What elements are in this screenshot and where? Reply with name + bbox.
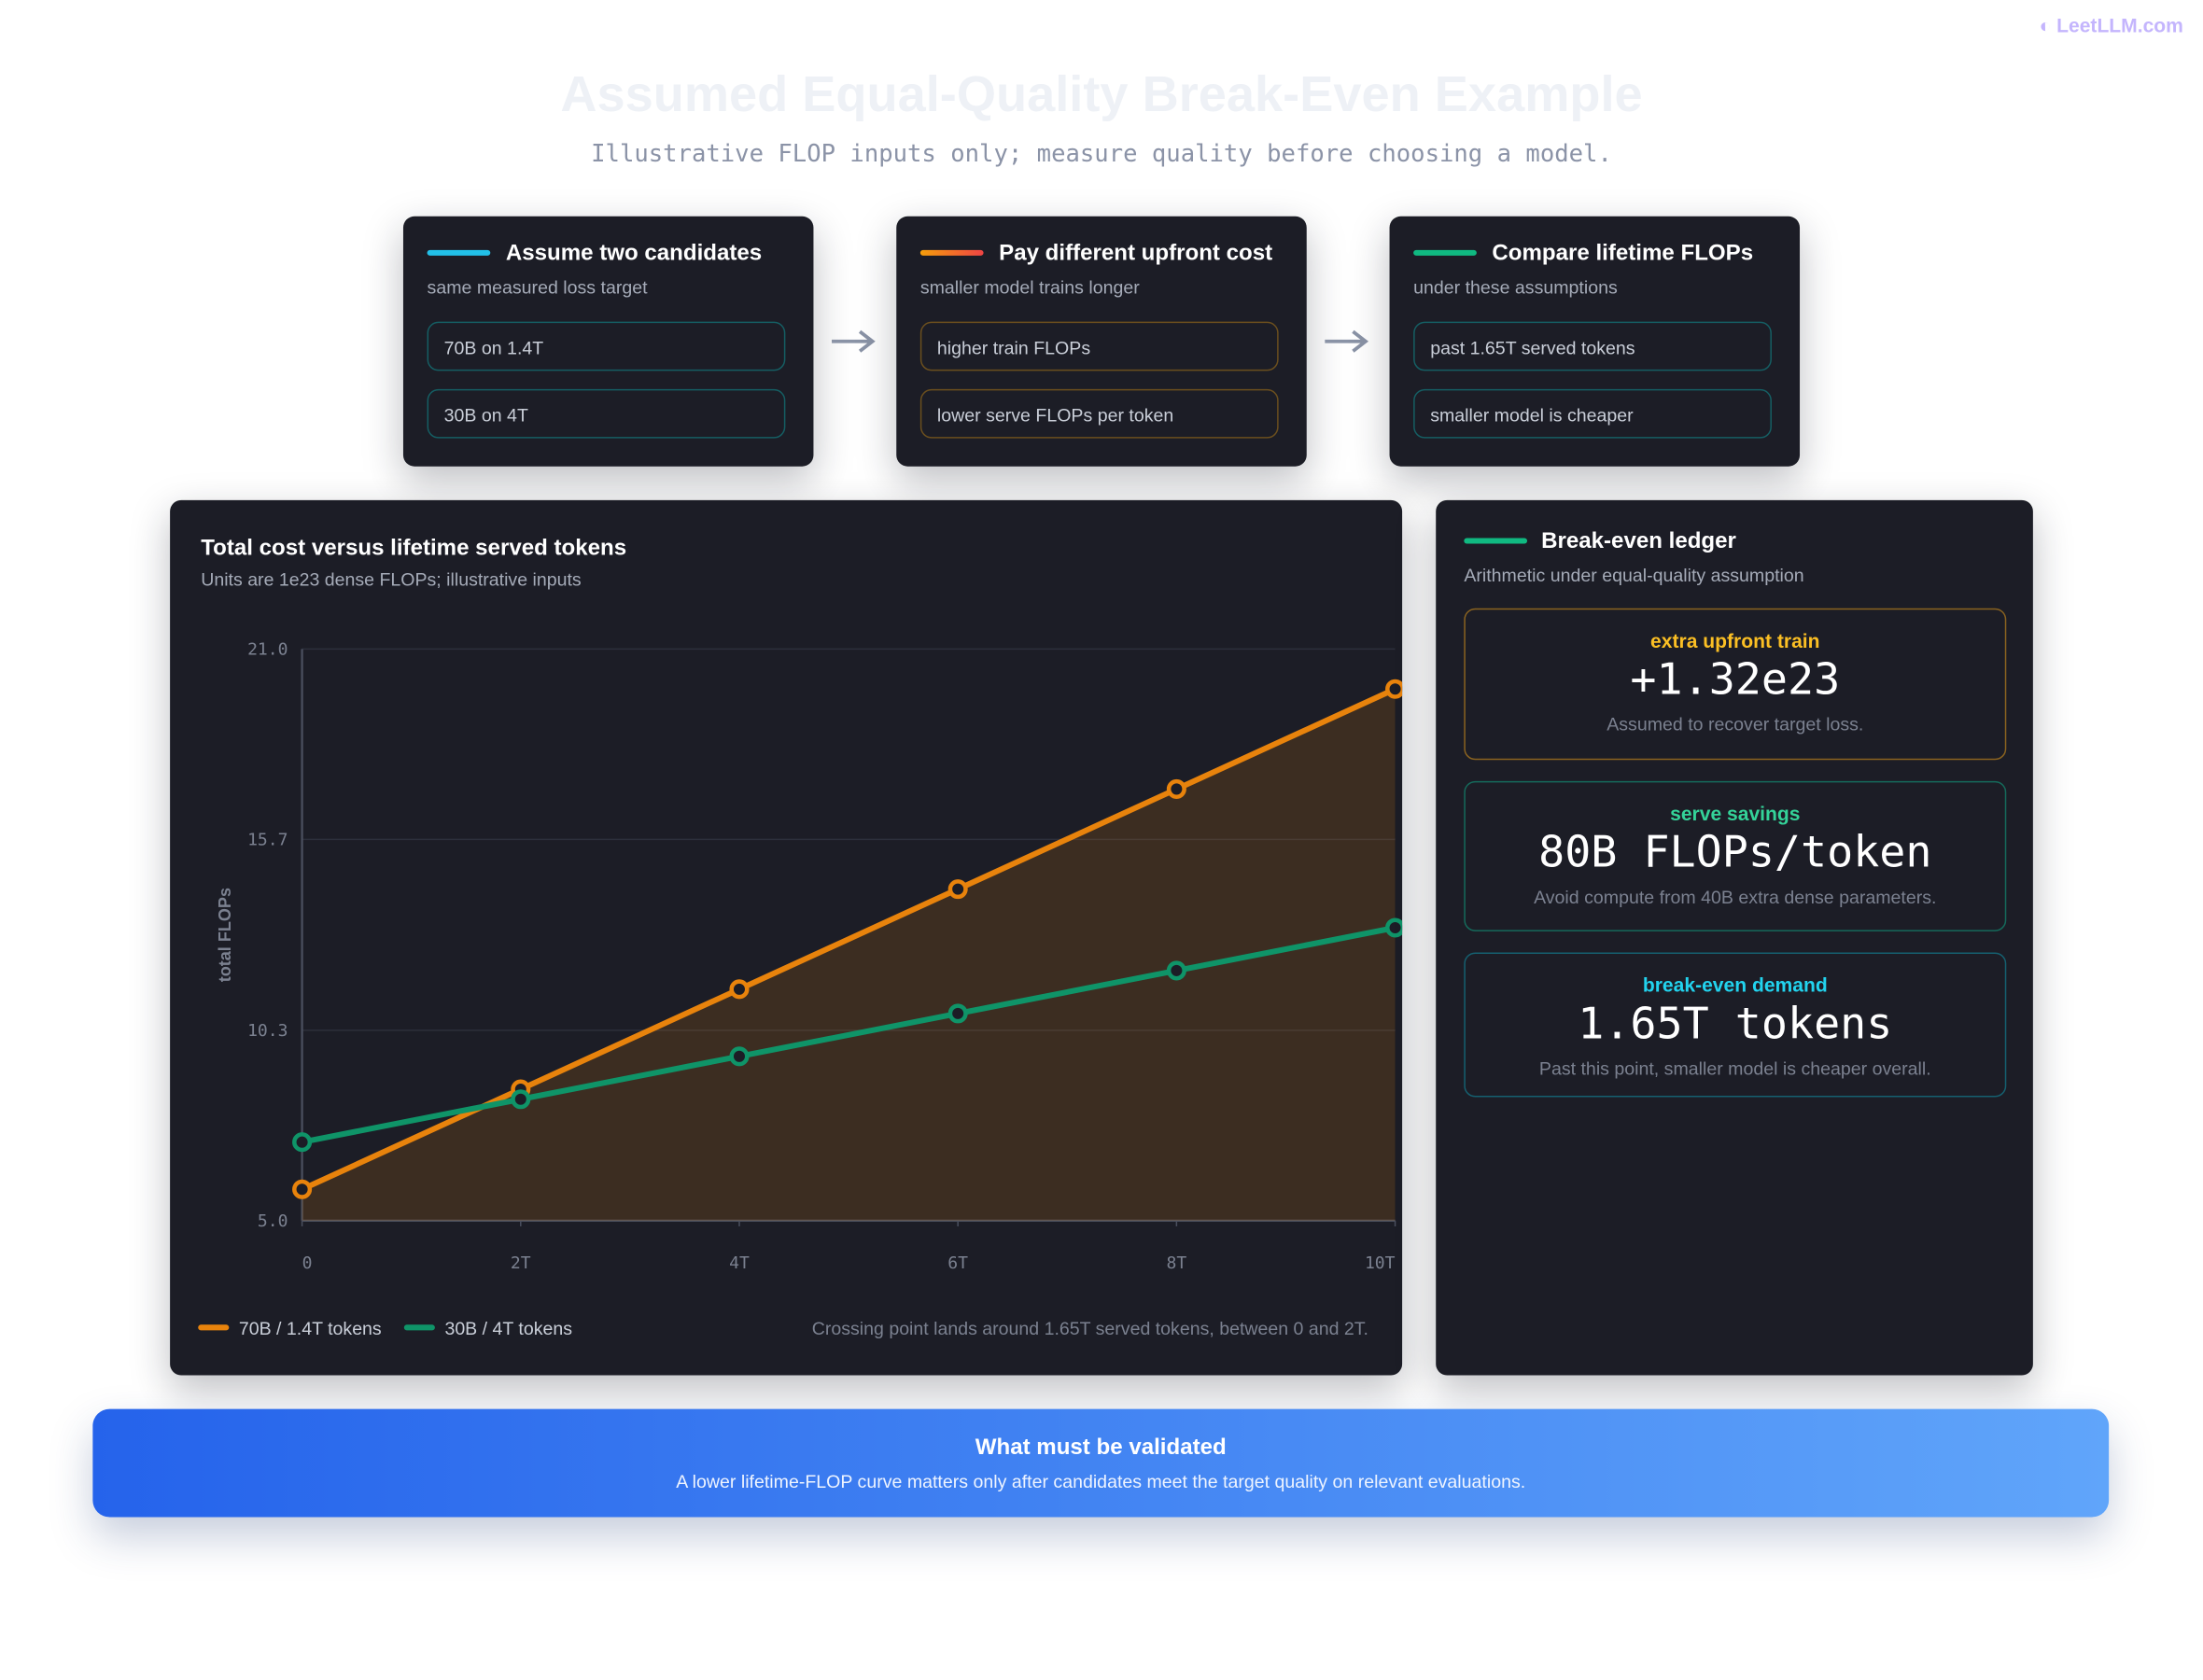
arrow [832, 329, 876, 353]
point [947, 1003, 968, 1024]
x-tick-label: 4T [729, 1253, 750, 1273]
legend-label: 30B / 4T tokens [444, 1319, 572, 1339]
ledger-label: serve savings [1670, 802, 1801, 825]
ledger-card: serve savings 80B FLOPs/token Avoid comp… [1464, 780, 2007, 931]
accent [919, 249, 984, 256]
chart-panel: Total cost versus lifetime served tokens… [170, 499, 1406, 1376]
chart-title: Total cost versus lifetime served tokens [201, 536, 626, 561]
ledger-value: 80B FLOPs/token [1538, 827, 1932, 878]
point [729, 979, 750, 1000]
ledger-subtitle: Arithmetic under equal-quality assumptio… [1464, 565, 1804, 586]
step-item: smaller model is cheaper [1413, 388, 1772, 439]
step-subtitle: same measured loss target [427, 276, 648, 299]
point [511, 1089, 531, 1110]
chart-note: Crossing point lands around 1.65T served… [812, 1319, 1368, 1339]
watermark-text: LeetLLM.com [2056, 14, 2183, 37]
legend-label: 70B / 1.4T tokens [239, 1319, 382, 1339]
ledger-value: 1.65T tokens [1578, 999, 1893, 1050]
x-tick-label: 0 [302, 1253, 313, 1273]
step-title: Assume two candidates [505, 241, 763, 266]
point [1385, 679, 1406, 699]
ledger-caption: Avoid compute from 40B extra dense param… [1534, 886, 1937, 908]
ledger-label: break-even demand [1642, 973, 1828, 997]
x-tick-label: 2T [511, 1253, 531, 1273]
y-tick-label: 15.7 [247, 830, 288, 849]
step-title: Pay different upfront cost [999, 241, 1273, 266]
ledger-card: extra upfront train +1.32e23 Assumed to … [1464, 608, 2007, 761]
point [292, 1179, 313, 1199]
banner-title: What must be validated [975, 1435, 1227, 1460]
point [292, 1132, 313, 1153]
y-tick-label: 5.0 [258, 1211, 288, 1231]
y-tick-label: 21.0 [247, 639, 288, 659]
x-tick-label: 6T [947, 1253, 968, 1273]
banner-text: A lower lifetime-FLOP curve matters only… [676, 1470, 1526, 1492]
point [1166, 778, 1186, 799]
x-tick-label: 8T [1167, 1253, 1187, 1273]
y-tick-label: 10.3 [247, 1021, 288, 1041]
ledger-title: Break-even ledger [1541, 529, 1736, 554]
step-title: Compare lifetime FLOPs [1492, 241, 1754, 266]
point [1385, 917, 1406, 938]
accent [1464, 538, 1528, 544]
step-card: Compare lifetime FLOPs under these assum… [1389, 216, 1801, 467]
watermark: ◐ LeetLLM.com [2039, 14, 2183, 37]
step-item: 70B on 1.4T [427, 321, 786, 371]
step-card: Assume two candidates same measured loss… [402, 216, 814, 467]
point [729, 1046, 750, 1067]
area [302, 689, 1396, 1221]
step-subtitle: smaller model trains longer [919, 276, 1140, 299]
step-item: 30B on 4T [427, 388, 786, 439]
point [1166, 960, 1186, 981]
chart: Total cost versus lifetime served tokens… [198, 536, 1406, 1339]
ledger-card: break-even demand 1.65T tokens Past this… [1464, 952, 2007, 1098]
step-subtitle: under these assumptions [1413, 276, 1618, 299]
ledger-caption: Assumed to recover target loss. [1607, 713, 1864, 735]
step-item: lower serve FLOPs per token [919, 388, 1279, 439]
point [947, 879, 968, 900]
page-subtitle: Illustrative FLOP inputs only; measure q… [591, 140, 1612, 169]
series-line [302, 925, 1396, 1145]
accent [427, 249, 491, 256]
ledger-label: extra upfront train [1650, 629, 1820, 652]
page-title: Assumed Equal-Quality Break-Even Example [560, 64, 1643, 122]
step-item: higher train FLOPs [919, 321, 1279, 371]
chart-subtitle: Units are 1e23 dense FLOPs; illustrative… [201, 570, 582, 591]
step-item: past 1.65T served tokens [1413, 321, 1772, 371]
x-tick-label: 10T [1365, 1253, 1396, 1273]
accent [1413, 249, 1477, 256]
ledger-value: +1.32e23 [1630, 654, 1841, 706]
banner: What must be validated A lower lifetime-… [92, 1408, 2110, 1518]
y-axis-label: total FLOPs [216, 888, 234, 982]
ledger-caption: Past this point, smaller model is cheape… [1538, 1057, 1931, 1079]
ledger-panel: Break-even ledger Arithmetic under equal… [1436, 499, 2033, 1376]
step-card: Pay different upfront cost smaller model… [896, 216, 1307, 467]
arrow [1325, 329, 1369, 353]
